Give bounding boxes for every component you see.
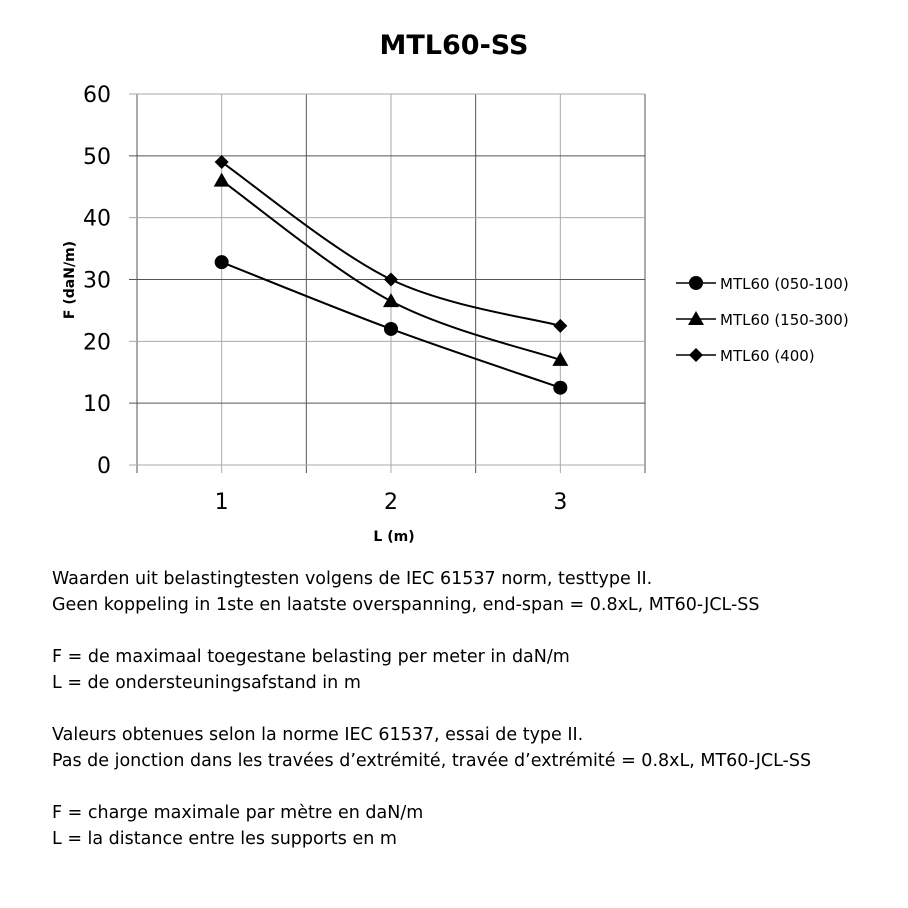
data-point-triangle xyxy=(213,172,230,187)
note-line: Geen koppeling in 1ste en laatste oversp… xyxy=(52,595,760,615)
data-point-diamond xyxy=(553,318,568,333)
legend-entry: MTL60 (050-100) xyxy=(720,275,849,293)
x-tick-label: 3 xyxy=(553,490,567,515)
data-point-diamond xyxy=(384,272,398,287)
note-spacer xyxy=(52,618,811,644)
data-point-circle xyxy=(384,321,398,336)
legend-entry: MTL60 (400) xyxy=(720,347,815,365)
note-line: Valeurs obtenues selon la norme IEC 6153… xyxy=(52,725,584,745)
y-tick-label: 30 xyxy=(83,269,111,294)
y-tick-label: 0 xyxy=(97,454,111,479)
data-point-triangle xyxy=(552,351,569,366)
x-axis-label: L (m) xyxy=(373,529,414,545)
note-line: Waarden uit belastingtesten volgens de I… xyxy=(52,569,653,589)
note-line: L = la distance entre les supports en m xyxy=(52,829,397,849)
chart-title: MTL60-SS xyxy=(380,30,529,61)
y-tick-label: 60 xyxy=(83,83,111,108)
y-tick-label: 20 xyxy=(83,330,111,355)
legend-marker-circle xyxy=(689,276,703,290)
y-tick-label: 40 xyxy=(83,207,111,232)
data-point-diamond xyxy=(214,155,229,170)
note-spacer xyxy=(52,774,811,800)
data-point-circle xyxy=(214,255,229,270)
y-tick-label: 10 xyxy=(83,392,111,417)
note-line: F = de maximaal toegestane belasting per… xyxy=(52,647,570,667)
notes: Waarden uit belastingtesten volgens de I… xyxy=(52,566,811,852)
note-line: F = charge maximale par mètre en daN/m xyxy=(52,803,424,823)
data-point-triangle xyxy=(383,293,399,308)
note-line: Pas de jonction dans les travées d’extré… xyxy=(52,751,812,771)
data-point-circle xyxy=(553,380,568,395)
legend-marker-diamond xyxy=(689,348,703,362)
note-line: L = de ondersteuningsafstand in m xyxy=(52,673,361,693)
x-tick-label: 2 xyxy=(384,490,398,515)
y-axis-label: F (daN/m) xyxy=(62,241,78,319)
chart: MTL60-SS 0 10 20 30 40 50 60 1 2 3 L (m) F (daN/m) MT… xyxy=(62,30,849,545)
legend-marker-triangle xyxy=(688,311,704,325)
legend-entry: MTL60 (150-300) xyxy=(720,311,849,329)
note-spacer xyxy=(52,696,811,722)
y-tick-label: 50 xyxy=(83,145,111,170)
x-tick-label: 1 xyxy=(215,490,229,515)
